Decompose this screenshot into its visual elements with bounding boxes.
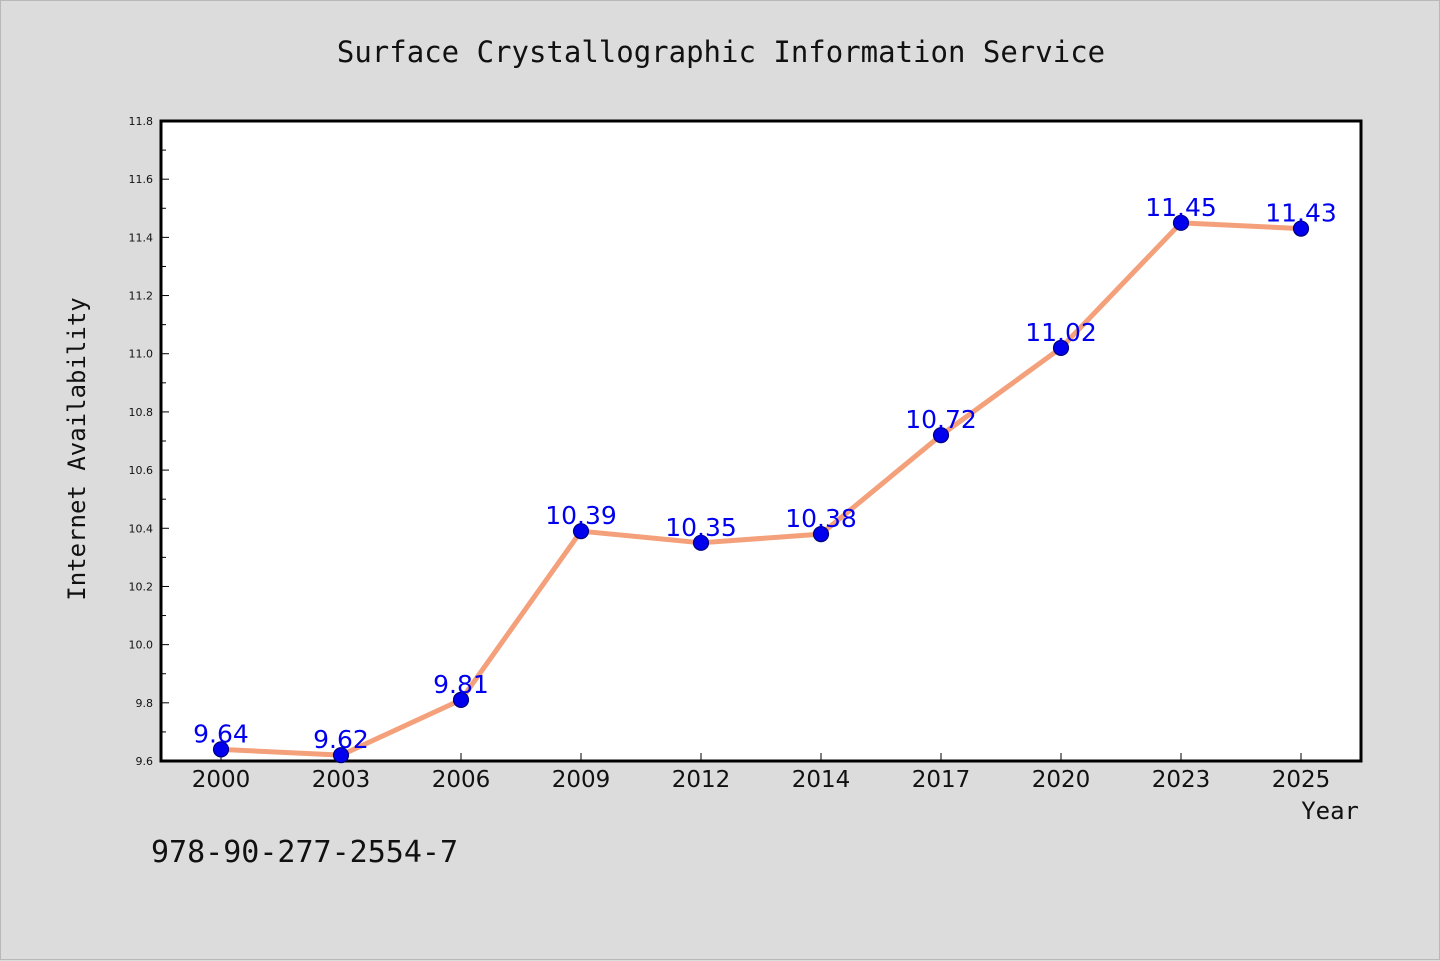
x-tick-label: 2014 xyxy=(792,767,851,793)
x-tick-label: 2025 xyxy=(1272,767,1331,793)
y-tick-label: 11.4 xyxy=(129,231,154,244)
x-tick-label: 2023 xyxy=(1152,767,1211,793)
y-tick-label: 10.8 xyxy=(129,406,154,419)
x-tick-label: 2020 xyxy=(1032,767,1091,793)
isbn-footnote: 978-90-277-2554-7 xyxy=(151,835,459,870)
data-label: 10.38 xyxy=(785,504,857,533)
data-point-marker xyxy=(932,427,950,444)
data-label: 11.43 xyxy=(1265,199,1337,228)
x-tick-label: 2000 xyxy=(192,767,251,793)
data-label: 10.35 xyxy=(665,513,737,542)
data-point-marker xyxy=(452,691,470,709)
data-point-marker xyxy=(1052,339,1070,357)
data-point-marker xyxy=(692,534,710,551)
data-label: 11.45 xyxy=(1145,193,1217,222)
y-tick-label: 9.8 xyxy=(136,697,154,710)
y-tick-label: 9.6 xyxy=(136,755,154,768)
y-tick-label: 10.0 xyxy=(129,639,154,652)
y-tick-label: 11.0 xyxy=(129,348,154,361)
data-point-marker xyxy=(1172,214,1190,231)
data-point-marker xyxy=(572,523,590,540)
plot-frame xyxy=(159,119,1363,763)
data-label: 10.39 xyxy=(545,501,617,530)
y-tick-label: 10.6 xyxy=(129,464,154,477)
data-point-marker xyxy=(212,741,230,758)
x-tick-label: 2017 xyxy=(912,767,971,793)
data-point-marker xyxy=(812,525,830,543)
y-tick-label: 10.4 xyxy=(129,522,154,535)
data-label: 11.02 xyxy=(1025,318,1097,347)
y-tick-label: 11.2 xyxy=(129,290,154,303)
chart-title: Surface Crystallographic Information Ser… xyxy=(336,35,1106,69)
x-tick-label: 2012 xyxy=(672,767,731,793)
plot-background xyxy=(161,121,1361,761)
data-label: 9.64 xyxy=(193,719,249,748)
y-tick-label: 11.6 xyxy=(129,173,154,186)
data-point-marker xyxy=(1292,220,1310,237)
y-tick-label: 10.2 xyxy=(129,580,154,593)
data-label: 9.81 xyxy=(433,670,489,699)
x-tick-label: 2006 xyxy=(432,767,491,793)
y-tick-label: 11.8 xyxy=(129,115,154,128)
data-point-marker xyxy=(332,747,350,764)
data-label: 9.62 xyxy=(313,725,369,754)
x-tick-label: 2009 xyxy=(552,767,611,793)
series-line xyxy=(218,220,1304,758)
data-label: 10.72 xyxy=(905,405,977,434)
x-axis-title: Year xyxy=(1301,797,1359,825)
x-tick-label: 2003 xyxy=(312,767,371,793)
